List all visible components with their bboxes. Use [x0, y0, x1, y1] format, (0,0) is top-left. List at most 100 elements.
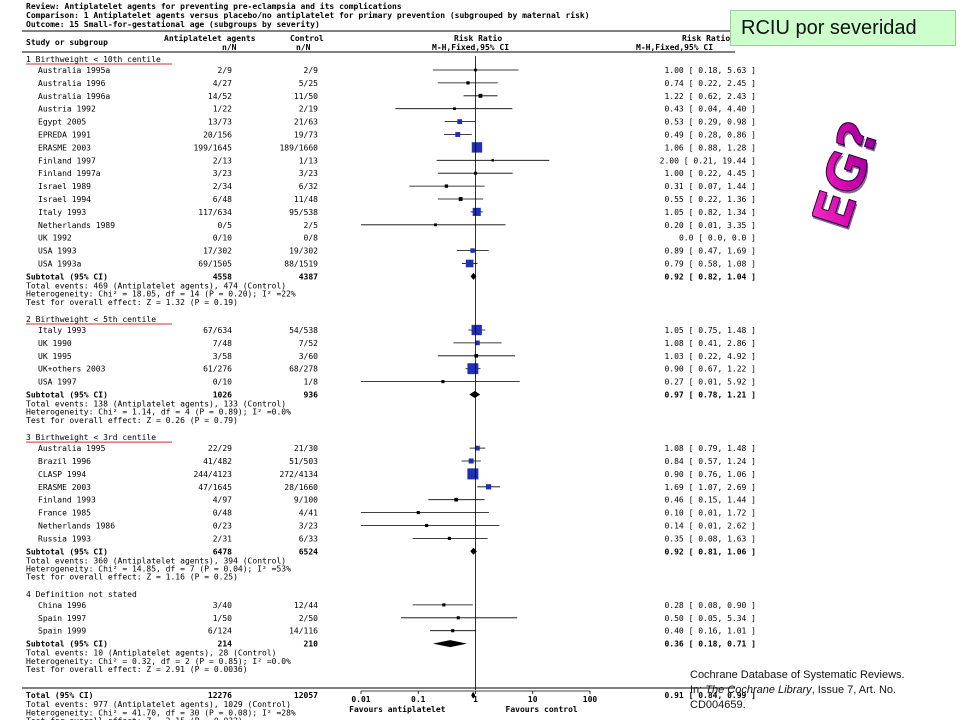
subgroup-note: Total events: 138 (Antiplatelet agents),…	[26, 400, 286, 409]
point-estimate	[458, 197, 463, 201]
ci-value: 0.79 [ 0.58, 1.08 ]	[664, 260, 756, 269]
study-name: UK+others 2003	[38, 365, 106, 374]
ctrl-value: 11/48	[294, 195, 318, 204]
study-name: Finland 1997a	[38, 169, 101, 178]
ctrl-value: 14/116	[289, 627, 318, 636]
subtotal-ctrl: 4387	[299, 272, 318, 281]
ci-value: 0.31 [ 0.07, 1.44 ]	[664, 182, 756, 191]
point-estimate	[471, 142, 483, 153]
treat-value: 14/52	[208, 92, 232, 101]
study-name: CLASP 1994	[38, 470, 86, 479]
treat-value: 67/634	[203, 326, 232, 335]
study-name: Finland 1997	[38, 156, 96, 165]
ci-value: 1.05 [ 0.75, 1.48 ]	[664, 326, 756, 335]
citation-prefix: In:	[690, 684, 706, 696]
subgroup-note: Heterogeneity: Chi² = 0.32, df = 2 (P = …	[26, 657, 291, 666]
point-estimate	[467, 468, 479, 480]
review-line: Review: Antiplatelet agents for preventi…	[26, 2, 402, 11]
col-rr-plot: Risk Ratio	[454, 34, 503, 43]
point-estimate	[444, 184, 449, 188]
ctrl-value: 88/1519	[284, 260, 318, 269]
ctrl-value: 1/8	[304, 378, 319, 387]
total-treat: 12276	[208, 691, 232, 700]
total-diamond	[471, 691, 476, 699]
subtotal-ci: 0.92 [ 0.81, 1.06 ]	[664, 547, 756, 556]
treat-value: 1/22	[213, 105, 232, 114]
x-tick-label: 100	[583, 695, 598, 704]
x-tick-label: 1	[473, 695, 478, 704]
ctrl-value: 272/4134	[279, 470, 318, 479]
treat-value: 117/634	[198, 208, 232, 217]
subgroup-note: Test for overall effect: Z = 1.16 (P = 0…	[26, 573, 238, 582]
ci-value: 0.10 [ 0.01, 1.72 ]	[664, 509, 756, 518]
treat-value: 2/31	[213, 534, 232, 543]
ci-value: 2.00 [ 0.21, 19.44 ]	[660, 156, 756, 165]
ctrl-value: 1/13	[299, 156, 318, 165]
ci-value: 0.20 [ 0.01, 3.35 ]	[664, 221, 756, 230]
point-estimate	[475, 340, 480, 346]
subgroup-note: Test for overall effect: Z = 0.26 (P = 0…	[26, 416, 238, 425]
ci-value: 1.22 [ 0.62, 2.43 ]	[664, 92, 756, 101]
x-tick-label: 0.01	[351, 695, 370, 704]
ctrl-value: 95/538	[289, 208, 318, 217]
study-name: Russia 1993	[38, 534, 91, 543]
treat-value: 47/1645	[198, 483, 232, 492]
study-name: Spain 1999	[38, 627, 86, 636]
ci-value: 0.50 [ 0.05, 5.34 ]	[664, 614, 756, 623]
ctrl-value: 5/25	[299, 79, 318, 88]
subtotal-treat: 1026	[213, 391, 232, 400]
x-tick-label: 0.1	[411, 695, 426, 704]
point-estimate	[472, 207, 481, 216]
point-estimate	[474, 353, 479, 358]
ctrl-value: 2/9	[304, 66, 319, 75]
ci-value: 0.53 [ 0.29, 0.98 ]	[664, 118, 756, 127]
subtotal-label: Subtotal (95% CI)	[26, 272, 108, 281]
treat-value: 22/29	[208, 444, 232, 453]
ci-value: 0.43 [ 0.04, 4.40 ]	[664, 105, 756, 114]
group-title: 4 Definition not stated	[26, 590, 137, 599]
treat-value: 7/48	[213, 339, 232, 348]
subtotal-label: Subtotal (95% CI)	[26, 640, 108, 649]
subgroup-note: Heterogeneity: Chi² = 14.85, df = 7 (P =…	[26, 565, 291, 574]
ctrl-value: 3/23	[299, 169, 318, 178]
study-name: Australia 1995	[38, 444, 106, 453]
ctrl-value: 54/538	[289, 326, 318, 335]
citation-line2: In: The Cochrane Library, Issue 7, Art. …	[690, 683, 960, 698]
favours-antiplatelet-label: Favours antiplatelet	[349, 704, 446, 714]
point-estimate	[466, 81, 470, 85]
ci-value: 0.40 [ 0.16, 1.01 ]	[664, 627, 756, 636]
ci-value: 0.35 [ 0.08, 1.63 ]	[664, 534, 756, 543]
treat-value: 41/482	[203, 457, 232, 466]
col-study: Study or subgroup	[26, 38, 108, 47]
treat-value: 2/13	[213, 156, 232, 165]
ci-value: 1.06 [ 0.88, 1.28 ]	[664, 143, 756, 152]
point-estimate	[451, 629, 455, 633]
ctrl-value: 19/302	[289, 247, 318, 256]
group-title: 3 Birthweight < 3rd centile	[26, 433, 156, 442]
ci-value: 1.00 [ 0.22, 4.45 ]	[664, 169, 756, 178]
subtotal-treat: 4558	[213, 272, 232, 281]
ci-value: 0.90 [ 0.76, 1.06 ]	[664, 470, 756, 479]
total-note: Test for overall effect: Z = 2.15 (P = 0…	[26, 717, 243, 720]
ci-value: 0.49 [ 0.28, 0.86 ]	[664, 131, 756, 140]
study-name: UK 1992	[38, 234, 72, 243]
ci-value: 1.08 [ 0.79, 1.48 ]	[664, 444, 756, 453]
study-name: Italy 1993	[38, 326, 86, 335]
ci-value: 1.69 [ 1.07, 2.69 ]	[664, 483, 756, 492]
citation-source: The Cochrane Library	[705, 684, 812, 696]
subgroup-note: Test for overall effect: Z = 2.91 (P = 0…	[26, 665, 248, 674]
eg-wordart: EG? EG?	[812, 114, 893, 239]
subtotal-label: Subtotal (95% CI)	[26, 391, 108, 400]
comparison-line: Comparison: 1 Antiplatelet agents versus…	[26, 11, 590, 20]
ci-value: 0.28 [ 0.08, 0.90 ]	[664, 601, 756, 610]
treat-value: 20/156	[203, 131, 232, 140]
treat-value: 4/97	[213, 496, 232, 505]
treat-value: 13/73	[208, 118, 232, 127]
subtotal-ci: 0.97 [ 0.78, 1.21 ]	[664, 391, 756, 400]
point-estimate	[434, 223, 437, 227]
col-treat-sub: n/N	[222, 43, 237, 52]
point-estimate	[470, 248, 475, 253]
treat-value: 0/48	[213, 509, 232, 518]
ctrl-value: 68/278	[289, 365, 318, 374]
